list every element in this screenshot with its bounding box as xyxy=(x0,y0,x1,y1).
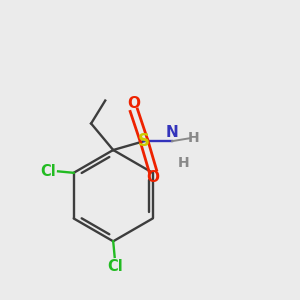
Text: S: S xyxy=(138,132,150,150)
Text: H: H xyxy=(178,156,190,170)
Text: H: H xyxy=(188,131,199,145)
Text: O: O xyxy=(146,170,159,185)
Text: Cl: Cl xyxy=(40,164,56,179)
Text: Cl: Cl xyxy=(107,260,122,274)
Text: N: N xyxy=(166,125,178,140)
Text: O: O xyxy=(127,96,140,111)
